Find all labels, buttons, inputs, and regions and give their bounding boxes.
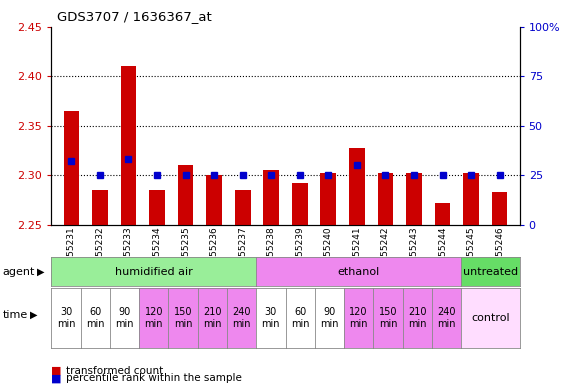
Text: ▶: ▶ [37,266,45,277]
Bar [492,192,508,225]
Text: transformed count: transformed count [66,366,163,376]
Text: percentile rank within the sample: percentile rank within the sample [66,373,242,383]
Text: 90
min: 90 min [320,307,339,329]
Text: ■: ■ [51,373,62,383]
Bar [406,173,422,225]
Bar [377,173,393,225]
Text: ▶: ▶ [30,310,37,320]
Text: 210
min: 210 min [203,307,222,329]
Text: untreated: untreated [463,266,518,277]
Text: 150
min: 150 min [174,307,192,329]
Text: 60
min: 60 min [291,307,309,329]
Bar [63,111,79,225]
Text: 240
min: 240 min [232,307,251,329]
Text: time: time [3,310,28,320]
Bar [263,170,279,225]
Bar [206,175,222,225]
Text: 150
min: 150 min [379,307,397,329]
Text: humidified air: humidified air [115,266,192,277]
Text: 60
min: 60 min [86,307,104,329]
Bar [463,173,479,225]
Text: ■: ■ [51,366,62,376]
Text: 30
min: 30 min [57,307,75,329]
Bar [292,183,308,225]
Bar [349,147,365,225]
Text: GDS3707 / 1636367_at: GDS3707 / 1636367_at [57,10,212,23]
Bar [120,66,136,225]
Bar [235,190,251,225]
Text: 120
min: 120 min [349,307,368,329]
Bar [178,165,194,225]
Text: 210
min: 210 min [408,307,427,329]
Bar [435,203,451,225]
Text: 30
min: 30 min [262,307,280,329]
Text: 90
min: 90 min [115,307,134,329]
Text: 240
min: 240 min [437,307,456,329]
Bar [149,190,165,225]
Text: control: control [471,313,510,323]
Text: agent: agent [3,266,35,277]
Bar [320,173,336,225]
Text: ethanol: ethanol [337,266,380,277]
Bar [92,190,108,225]
Text: 120
min: 120 min [144,307,163,329]
